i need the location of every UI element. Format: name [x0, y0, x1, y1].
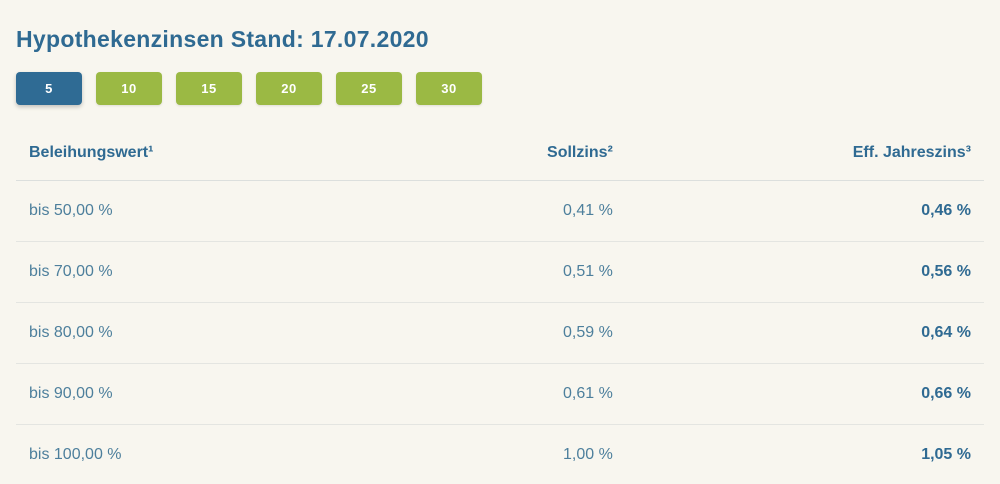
rates-table: Beleihungswert¹ Sollzins² Eff. Jahreszin…: [16, 132, 984, 484]
beleihungswert-cell: bis 80,00 %: [16, 302, 404, 364]
column-header-sollzins: Sollzins²: [403, 132, 626, 181]
eff-jahreszins-cell: 0,56 %: [625, 241, 984, 303]
table-row: bis 90,00 % 0,61 % 0,66 %: [16, 363, 984, 425]
term-tabs: 5 10 15 20 25 30: [16, 72, 984, 105]
page-title: Hypothekenzinsen Stand: 17.07.2020: [16, 26, 429, 52]
beleihungswert-cell: bis 100,00 %: [16, 424, 404, 484]
eff-jahreszins-cell: 1,05 %: [625, 424, 984, 484]
sollzins-cell: 0,61 %: [403, 363, 626, 425]
column-header-eff-jahreszins: Eff. Jahreszins³: [625, 132, 984, 181]
beleihungswert-cell: bis 50,00 %: [16, 180, 404, 242]
term-tab-30[interactable]: 30: [416, 72, 482, 105]
sollzins-cell: 0,59 %: [403, 302, 626, 364]
sollzins-cell: 0,51 %: [403, 241, 626, 303]
sollzins-cell: 1,00 %: [403, 424, 626, 484]
eff-jahreszins-cell: 0,66 %: [625, 363, 984, 425]
term-tab-5[interactable]: 5: [16, 72, 82, 105]
eff-jahreszins-cell: 0,64 %: [625, 302, 984, 364]
table-row: bis 100,00 % 1,00 % 1,05 %: [16, 424, 984, 484]
term-tab-10[interactable]: 10: [96, 72, 162, 105]
term-tab-15[interactable]: 15: [176, 72, 242, 105]
eff-jahreszins-cell: 0,46 %: [625, 180, 984, 242]
term-tab-25[interactable]: 25: [336, 72, 402, 105]
table-row: bis 50,00 % 0,41 % 0,46 %: [16, 180, 984, 242]
table-header-row: Beleihungswert¹ Sollzins² Eff. Jahreszin…: [16, 132, 984, 181]
table-row: bis 70,00 % 0,51 % 0,56 %: [16, 241, 984, 303]
beleihungswert-cell: bis 70,00 %: [16, 241, 404, 303]
table-row: bis 80,00 % 0,59 % 0,64 %: [16, 302, 984, 364]
column-header-beleihungswert: Beleihungswert¹: [16, 132, 404, 181]
term-tab-20[interactable]: 20: [256, 72, 322, 105]
sollzins-cell: 0,41 %: [403, 180, 626, 242]
beleihungswert-cell: bis 90,00 %: [16, 363, 404, 425]
